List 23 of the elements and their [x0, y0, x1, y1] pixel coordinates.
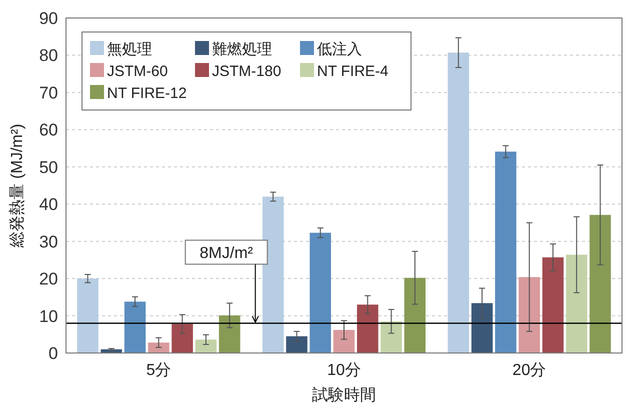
y-tick-label: 50 — [39, 158, 58, 177]
y-tick-label: 30 — [39, 232, 58, 252]
x-tick-label: 5分 — [146, 362, 172, 379]
y-tick-label: 10 — [39, 306, 58, 326]
legend-label: JSTM-180 — [212, 63, 282, 80]
legend-label: 低注入 — [317, 41, 362, 58]
legend-label: 難燃処理 — [212, 41, 272, 58]
legend-label: NT FIRE-4 — [317, 63, 388, 80]
y-tick-label: 20 — [39, 270, 58, 289]
x-tick-label: 20分 — [512, 362, 546, 379]
y-axis-title: 総発熱量 (MJ/m²) — [8, 124, 26, 248]
x-axis-title: 試験時間 — [312, 386, 376, 404]
y-tick-label: 70 — [39, 83, 58, 102]
legend-label: 無処理 — [107, 41, 152, 58]
y-tick-label: 90 — [39, 9, 58, 28]
legend-label: JSTM-60 — [107, 63, 168, 80]
y-tick-label: 60 — [39, 120, 58, 140]
x-tick-label: 10分 — [327, 362, 361, 379]
y-tick-label: 80 — [39, 46, 58, 66]
y-tick-label: 0 — [48, 344, 58, 363]
ref-line-label: 8MJ/m² — [200, 245, 254, 262]
y-tick-label: 40 — [39, 195, 58, 214]
legend-label: NT FIRE-12 — [107, 85, 187, 102]
